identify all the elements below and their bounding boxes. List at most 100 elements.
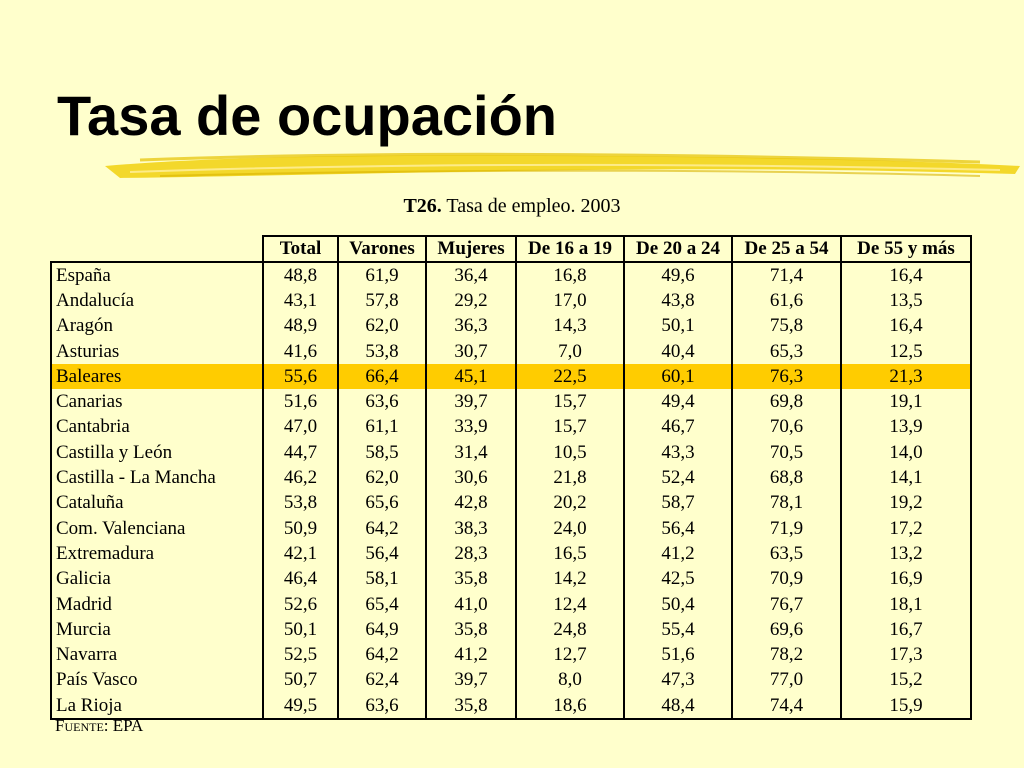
value-cell: 71,4 [731, 262, 842, 289]
value-cell: 35,8 [425, 566, 517, 592]
table-row: Andalucía 43,1 57,8 29,2 17,0 43,8 61,6 13,5 [50, 288, 972, 314]
table-row: Extremadura 42,1 56,4 28,3 16,5 41,2 63,5 13,2 [50, 541, 972, 567]
value-cell: 36,3 [425, 313, 517, 339]
value-cell: 60,1 [623, 364, 733, 390]
value-cell: 36,4 [425, 262, 517, 289]
value-cell: 50,1 [623, 313, 733, 339]
value-cell: 43,3 [623, 440, 733, 466]
value-cell: 15,2 [840, 667, 972, 694]
value-cell: 33,9 [425, 414, 517, 441]
value-cell: 28,3 [425, 541, 517, 567]
column-header: De 25 a 54 [731, 235, 842, 263]
table-body: España 48,8 61,9 36,4 16,8 49,6 71,4 16,4 Andalu… [50, 262, 972, 721]
value-cell: 55,6 [262, 364, 339, 390]
value-cell: 31,4 [425, 440, 517, 466]
column-header: De 16 a 19 [515, 235, 625, 263]
value-cell: 24,0 [515, 515, 625, 542]
column-header: De 20 a 24 [623, 235, 733, 263]
table-row: País Vasco 50,7 62,4 39,7 8,0 47,3 77,0 15,2 [50, 667, 972, 694]
value-cell: 14,2 [515, 566, 625, 592]
value-cell: 58,5 [337, 440, 427, 466]
value-cell: 63,5 [731, 541, 842, 567]
value-cell: 46,4 [262, 566, 339, 592]
value-cell: 16,4 [840, 262, 972, 289]
value-cell: 78,2 [731, 642, 842, 668]
value-cell: 14,1 [840, 465, 972, 491]
value-cell: 49,6 [623, 262, 733, 289]
value-cell: 41,6 [262, 338, 339, 365]
value-cell: 12,7 [515, 642, 625, 668]
value-cell: 13,5 [840, 288, 972, 314]
column-header: De 55 y más [840, 235, 972, 263]
value-cell: 56,4 [623, 515, 733, 542]
table-row: Galicia 46,4 58,1 35,8 14,2 42,5 70,9 16,9 [50, 566, 972, 592]
table-row: Madrid 52,6 65,4 41,0 12,4 50,4 76,7 18,1 [50, 591, 972, 618]
value-cell: 46,2 [262, 465, 339, 491]
value-cell: 14,3 [515, 313, 625, 339]
value-cell: 15,7 [515, 414, 625, 441]
value-cell: 20,2 [515, 490, 625, 516]
table-row: Castilla - La Mancha 46,2 62,0 30,6 21,8 52,4… [50, 465, 972, 491]
value-cell: 58,1 [337, 566, 427, 592]
value-cell: 39,7 [425, 389, 517, 415]
table-row: La Rioja 49,5 63,6 35,8 18,6 48,4 74,4 15,9 [50, 693, 972, 721]
value-cell: 76,3 [731, 364, 842, 390]
value-cell: 52,5 [262, 642, 339, 668]
employment-table: Total Varones Mujeres De 16 a 19 De 20 a… [50, 235, 972, 721]
table-row: Navarra 52,5 64,2 41,2 12,7 51,6 78,2 17,3 [50, 642, 972, 668]
value-cell: 63,6 [337, 389, 427, 415]
value-cell: 55,4 [623, 617, 733, 643]
value-cell: 61,9 [337, 262, 427, 289]
value-cell: 42,5 [623, 566, 733, 592]
value-cell: 76,7 [731, 591, 842, 618]
region-cell: Galicia [50, 566, 264, 592]
value-cell: 16,5 [515, 541, 625, 567]
value-cell: 68,8 [731, 465, 842, 491]
table-row: Cataluña 53,8 65,6 42,8 20,2 58,7 78,1 19,2 [50, 490, 972, 516]
value-cell: 65,3 [731, 338, 842, 365]
region-cell: Andalucía [50, 288, 264, 314]
region-cell: Madrid [50, 591, 264, 618]
region-cell: Cantabria [50, 414, 264, 441]
value-cell: 12,5 [840, 338, 972, 365]
column-header: Total [262, 235, 339, 263]
value-cell: 64,2 [337, 642, 427, 668]
region-cell: Navarra [50, 642, 264, 668]
value-cell: 22,5 [515, 364, 625, 390]
value-cell: 42,1 [262, 541, 339, 567]
region-cell: Asturias [50, 338, 264, 365]
value-cell: 78,1 [731, 490, 842, 516]
region-cell: Canarias [50, 389, 264, 415]
value-cell: 61,6 [731, 288, 842, 314]
value-cell: 17,3 [840, 642, 972, 668]
header-corner [51, 236, 264, 263]
value-cell: 57,8 [337, 288, 427, 314]
value-cell: 64,9 [337, 617, 427, 643]
region-cell: Aragón [50, 313, 264, 339]
value-cell: 71,9 [731, 515, 842, 542]
value-cell: 24,8 [515, 617, 625, 643]
region-cell: Extremadura [50, 541, 264, 567]
value-cell: 21,3 [840, 364, 972, 390]
value-cell: 66,4 [337, 364, 427, 390]
table-caption: T26. Tasa de empleo. 2003 [0, 194, 1024, 218]
value-cell: 46,7 [623, 414, 733, 441]
value-cell: 48,4 [623, 693, 733, 721]
value-cell: 44,7 [262, 440, 339, 466]
value-cell: 40,4 [623, 338, 733, 365]
region-cell: Castilla - La Mancha [50, 465, 264, 491]
value-cell: 35,8 [425, 693, 517, 721]
value-cell: 7,0 [515, 338, 625, 365]
value-cell: 70,6 [731, 414, 842, 441]
value-cell: 77,0 [731, 667, 842, 694]
value-cell: 10,5 [515, 440, 625, 466]
value-cell: 18,1 [840, 591, 972, 618]
value-cell: 53,8 [337, 338, 427, 365]
value-cell: 51,6 [623, 642, 733, 668]
table-row: Baleares 55,6 66,4 45,1 22,5 60,1 76,3 21,3 [50, 364, 972, 390]
table-header-row: Total Varones Mujeres De 16 a 19 De 20 a… [51, 235, 972, 263]
region-cell: La Rioja [50, 693, 264, 721]
value-cell: 58,7 [623, 490, 733, 516]
value-cell: 29,2 [425, 288, 517, 314]
value-cell: 53,8 [262, 490, 339, 516]
